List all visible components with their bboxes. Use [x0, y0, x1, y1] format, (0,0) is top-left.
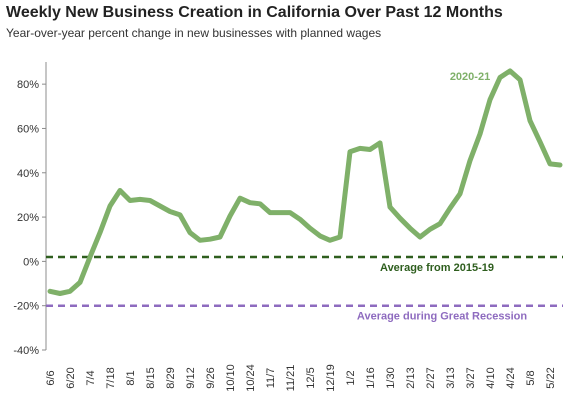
x-tick-label: 6/6 [45, 370, 57, 385]
x-tick-label: 9/12 [185, 367, 197, 388]
x-tick-label: 10/24 [245, 364, 257, 392]
x-tick-label: 12/19 [325, 364, 337, 392]
x-tick-label: 1/16 [365, 367, 377, 388]
x-tick-label: 6/20 [65, 367, 77, 388]
x-tick-label: 7/18 [105, 367, 117, 388]
x-tick-label: 4/10 [485, 367, 497, 388]
x-tick-label: 1/30 [385, 367, 397, 388]
x-tick-label: 5/22 [545, 367, 557, 388]
x-tick-label: 7/4 [85, 370, 97, 385]
x-tick-label: 3/13 [445, 367, 457, 388]
series-line [47, 68, 563, 296]
x-tick-label: 11/7 [265, 368, 277, 389]
y-tick-label: -20% [13, 301, 39, 313]
x-tick-label: 9/26 [205, 367, 217, 388]
reference-line-label: Average during Great Recession [357, 311, 527, 323]
y-tick-label: 40% [17, 168, 39, 180]
x-tick-label: 3/27 [465, 367, 477, 388]
y-tick-label: 0% [23, 256, 39, 268]
chart-title: Weekly New Business Creation in Californ… [6, 4, 503, 21]
x-tick-label: 4/24 [505, 367, 517, 388]
x-tick-label: 8/15 [145, 367, 157, 388]
x-tick-label: 2/13 [405, 367, 417, 388]
reference-line-label: Average from 2015-19 [380, 262, 494, 274]
y-tick-label: 20% [17, 212, 39, 224]
y-tick-label: -40% [13, 345, 39, 357]
chart-subtitle: Year-over-year percent change in new bus… [6, 26, 382, 40]
x-tick-label: 2/27 [425, 367, 437, 388]
x-tick-label: 5/8 [525, 370, 537, 385]
y-tick-label: 60% [17, 123, 39, 135]
x-tick-label: 11/21 [285, 365, 297, 392]
y-tick-label: 80% [17, 79, 39, 91]
x-tick-label: 10/10 [225, 364, 237, 392]
x-tick-label: 8/29 [165, 367, 177, 388]
series-label: 2020-21 [450, 71, 490, 83]
x-tick-label: 12/5 [305, 367, 317, 388]
x-tick-label: 8/1 [125, 370, 137, 385]
x-tick-label: 1/2 [345, 370, 357, 385]
